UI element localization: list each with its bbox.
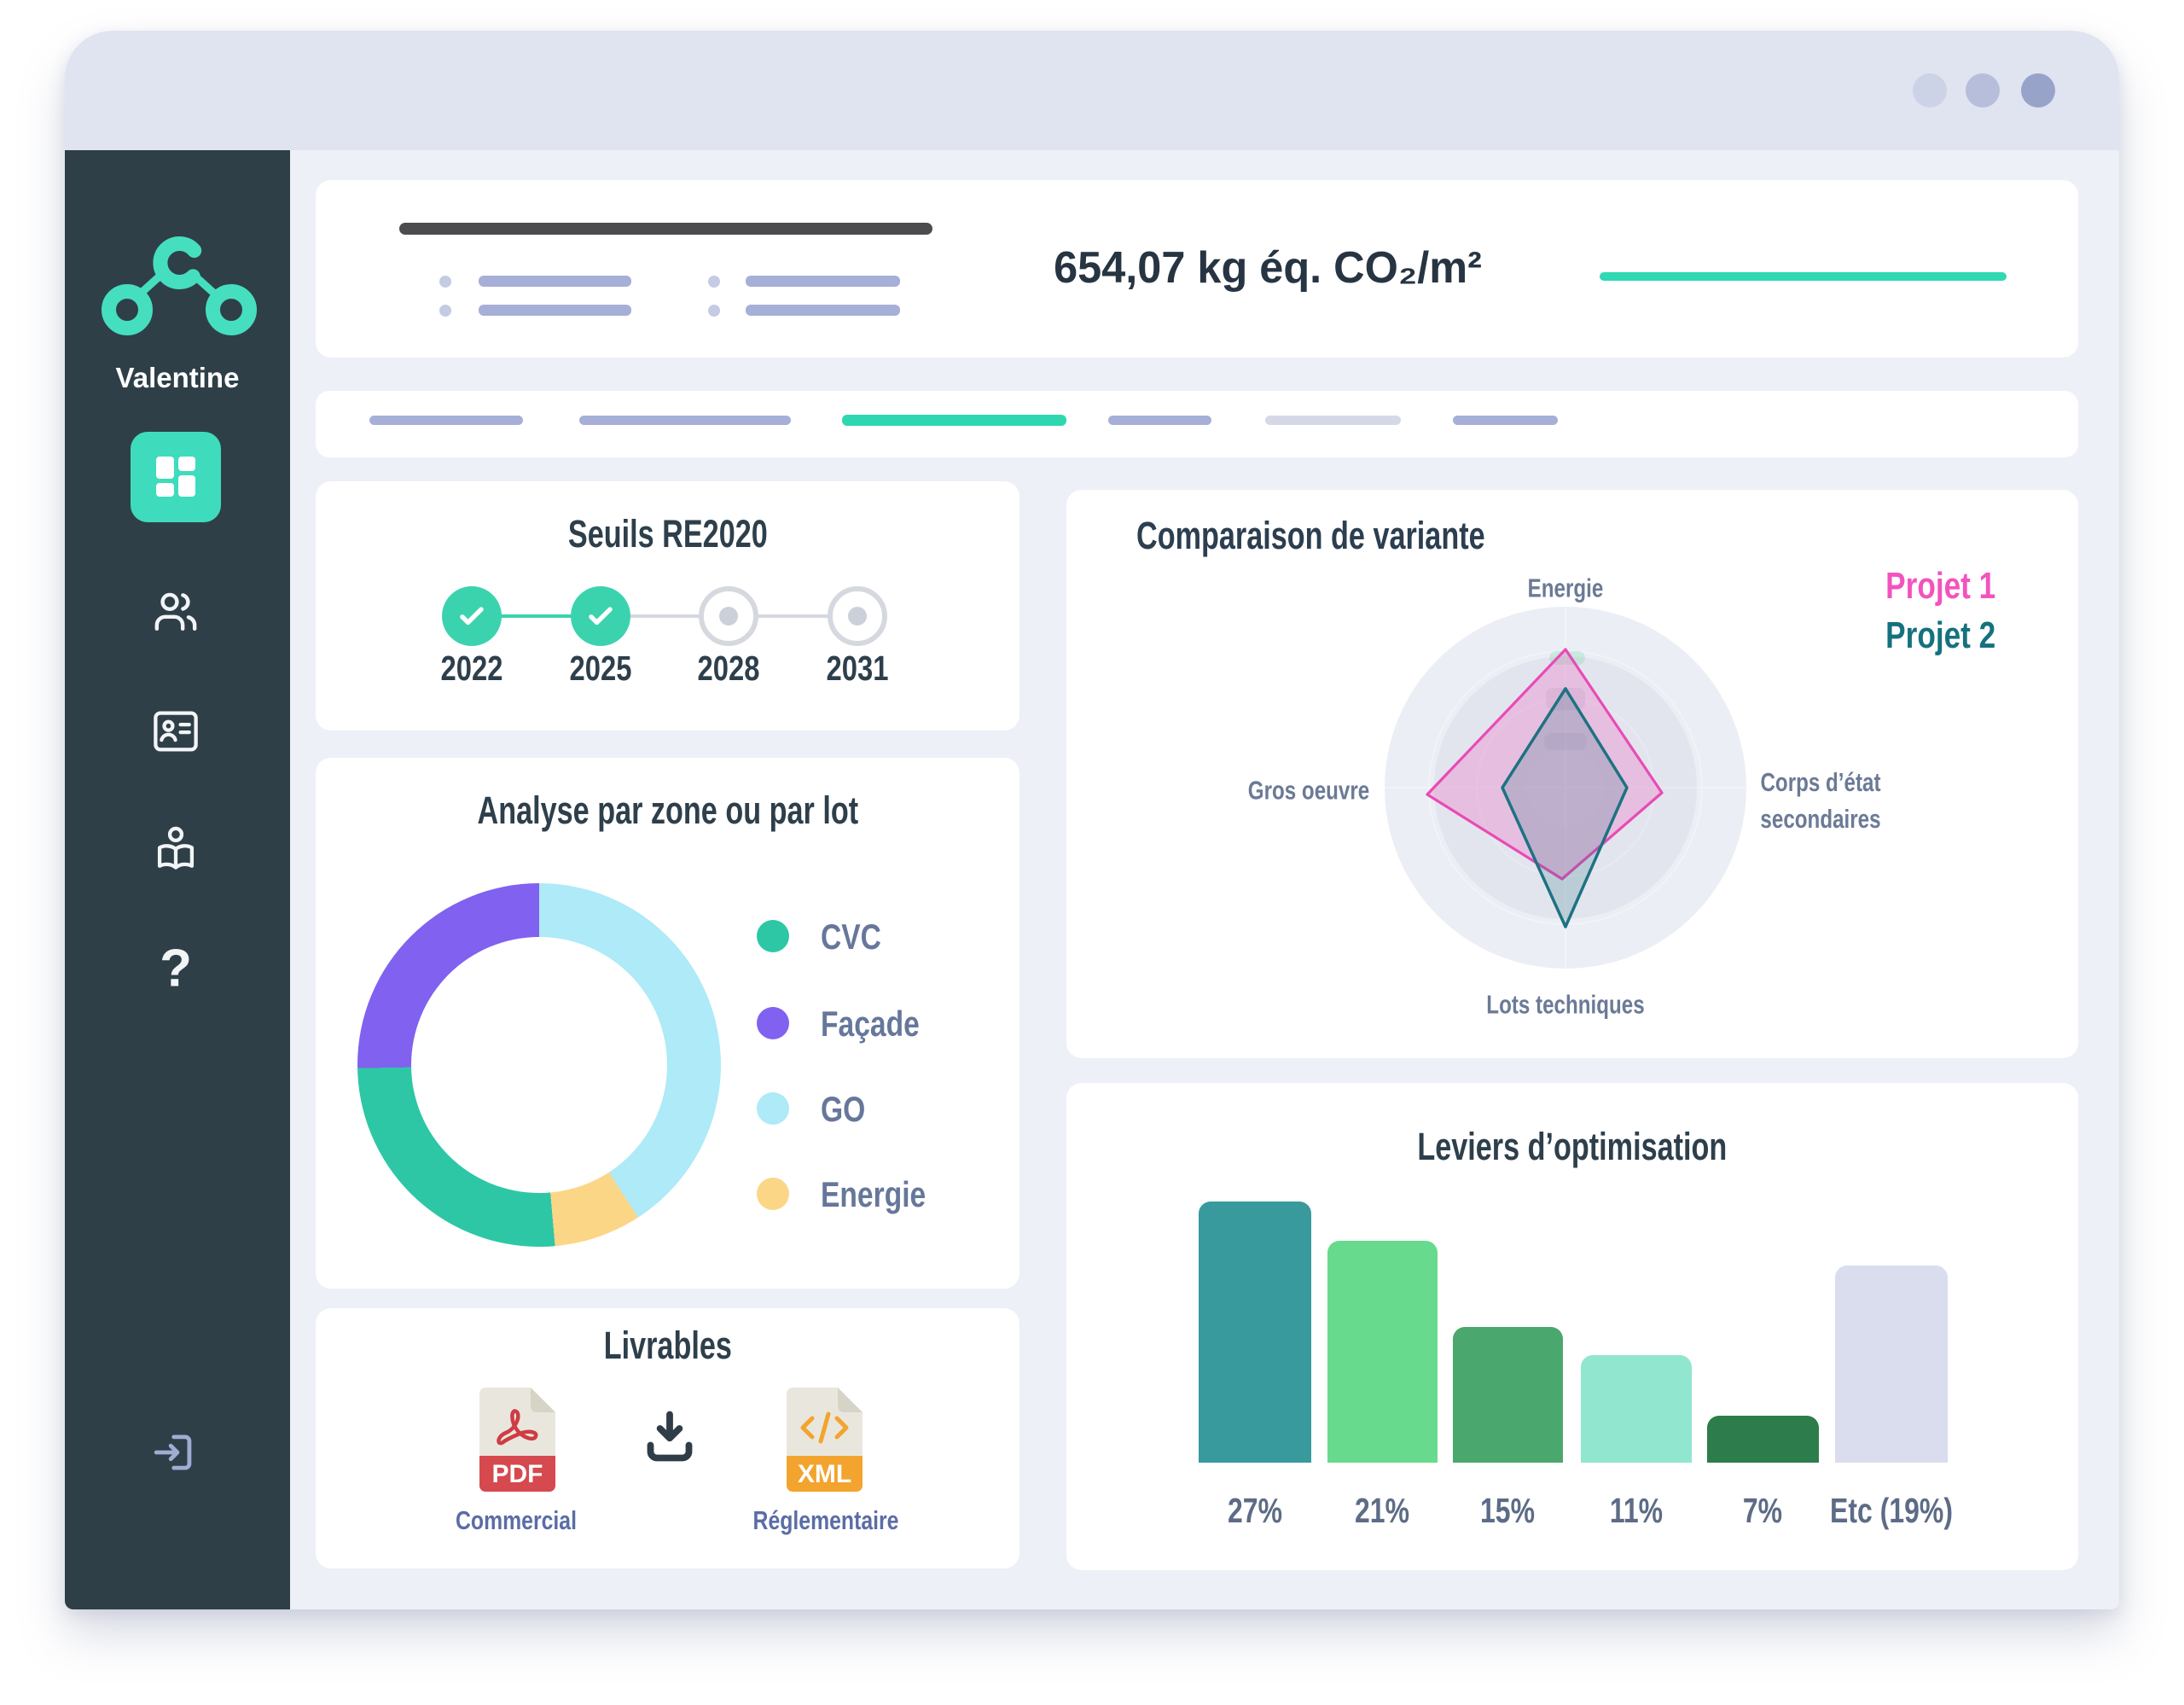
svg-text:PDF: PDF	[492, 1460, 543, 1488]
svg-text:XML: XML	[798, 1460, 851, 1488]
